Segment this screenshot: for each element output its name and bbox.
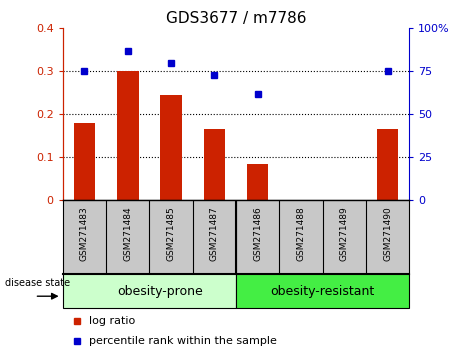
Bar	[63, 274, 236, 308]
Bar	[247, 164, 268, 200]
Text: GSM271488: GSM271488	[297, 206, 306, 261]
Bar	[377, 129, 399, 200]
Text: GSM271489: GSM271489	[340, 206, 349, 261]
Bar	[204, 129, 225, 200]
Text: GSM271490: GSM271490	[383, 206, 392, 261]
Text: GSM271487: GSM271487	[210, 206, 219, 261]
Text: GSM271486: GSM271486	[253, 206, 262, 261]
Title: GDS3677 / m7786: GDS3677 / m7786	[166, 11, 306, 26]
Text: GSM271484: GSM271484	[123, 206, 132, 261]
Text: log ratio: log ratio	[89, 316, 135, 326]
Bar	[117, 71, 139, 200]
Text: obesity-resistant: obesity-resistant	[271, 285, 375, 298]
Text: obesity-prone: obesity-prone	[117, 285, 203, 298]
Bar	[236, 274, 409, 308]
Bar	[73, 123, 95, 200]
Text: percentile rank within the sample: percentile rank within the sample	[89, 336, 277, 346]
Bar	[160, 95, 182, 200]
Text: GSM271485: GSM271485	[166, 206, 175, 261]
Text: GSM271483: GSM271483	[80, 206, 89, 261]
Text: disease state: disease state	[5, 278, 70, 288]
